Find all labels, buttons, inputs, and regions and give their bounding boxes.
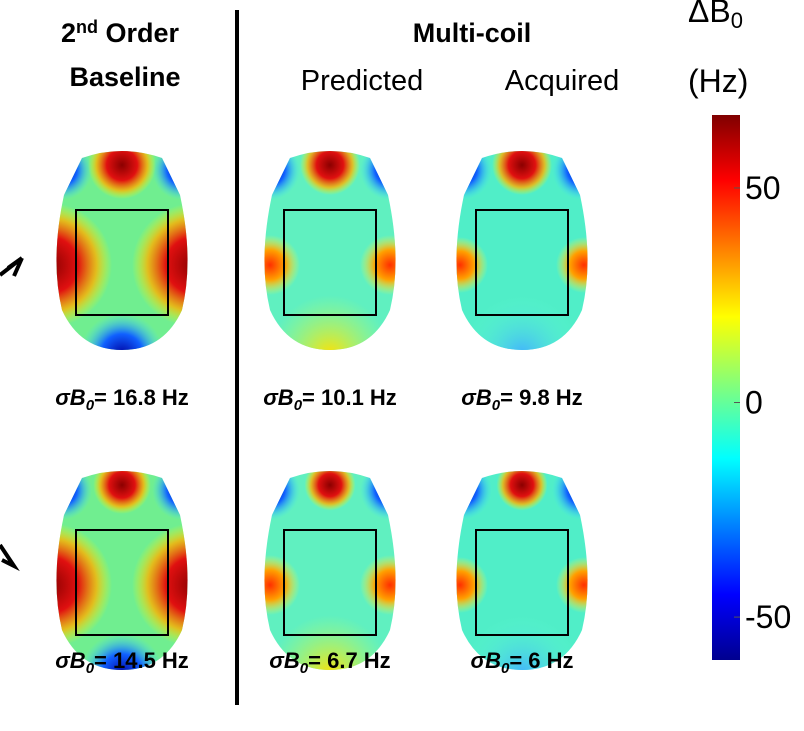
- field-map: [432, 460, 612, 731]
- map-corner: [360, 140, 420, 200]
- map-corner: [552, 140, 612, 200]
- sigma-label: σB0= 6.7 Hz: [269, 648, 390, 677]
- colorbar-tick-label: -50: [745, 599, 791, 635]
- colorbar-tick-label: 50: [745, 170, 781, 206]
- sigma-label: σB0= 9.8 Hz: [461, 385, 582, 414]
- sigma-symbol: σB: [269, 648, 300, 673]
- sigma-symbol: σB: [55, 648, 86, 673]
- map-corner: [32, 140, 92, 200]
- colorbar-unit: (Hz): [688, 63, 748, 99]
- map-corner: [32, 460, 92, 520]
- sigma-label: σB0= 14.5 Hz: [55, 648, 189, 677]
- sigma-symbol: σB: [263, 385, 294, 410]
- map-side: [432, 557, 488, 613]
- field-map: [0, 456, 256, 717]
- map-top: [305, 460, 356, 511]
- map-corner: [240, 140, 300, 200]
- sigma-label: σB0= 16.8 Hz: [55, 385, 189, 414]
- map-side: [360, 555, 420, 615]
- map-side: [432, 237, 488, 293]
- map-top: [492, 135, 552, 195]
- field-map: [240, 135, 420, 415]
- sigma-symbol: σB: [470, 648, 501, 673]
- column-label: Predicted: [301, 65, 424, 97]
- sigma-value: = 6.7 Hz: [308, 648, 391, 673]
- map-side: [240, 555, 300, 615]
- column-label: Acquired: [505, 65, 619, 97]
- sigma-value: = 16.8 Hz: [94, 385, 189, 410]
- sigma-label: σB0= 6 Hz: [470, 648, 573, 677]
- sigma-value: = 10.1 Hz: [302, 385, 397, 410]
- map-bottom: [270, 615, 390, 731]
- map-corner: [152, 460, 212, 520]
- field-map: [240, 460, 420, 731]
- map-corner: [432, 460, 492, 520]
- map-top: [300, 135, 360, 195]
- sigma-symbol: σB: [55, 385, 86, 410]
- field-map: [432, 135, 612, 415]
- map-top: [88, 131, 156, 199]
- sigma-value: = 14.5 Hz: [94, 648, 189, 673]
- sigma-symbol: σB: [461, 385, 492, 410]
- multicoil-header: Multi-coil: [413, 18, 531, 48]
- figure: 2nd Order Baseline Multi-coil Predicted …: [0, 0, 804, 731]
- map-top: [93, 456, 151, 514]
- arrow: [0, 545, 14, 566]
- map-side: [360, 235, 420, 295]
- baseline-header: 2nd Order: [61, 17, 180, 48]
- arrow: [0, 258, 22, 276]
- map-top: [497, 460, 548, 511]
- map-corner: [552, 460, 612, 520]
- map-bottom: [462, 615, 582, 731]
- map-corner: [360, 460, 420, 520]
- sigma-value: = 9.8 Hz: [500, 385, 583, 410]
- field-map: [0, 131, 256, 397]
- map-side: [240, 235, 300, 295]
- sigma-label: σB0= 10.1 Hz: [263, 385, 397, 414]
- colorbar: [712, 115, 740, 660]
- colorbar-tick-label: 0: [745, 385, 763, 421]
- map-corner: [152, 140, 212, 200]
- baseline-header: Baseline: [69, 62, 180, 92]
- map-side: [556, 237, 612, 293]
- map-corner: [432, 140, 492, 200]
- map-corner: [240, 460, 300, 520]
- colorbar-title: ΔB0: [688, 0, 743, 33]
- map-side: [556, 557, 612, 613]
- sigma-value: = 6 Hz: [509, 648, 573, 673]
